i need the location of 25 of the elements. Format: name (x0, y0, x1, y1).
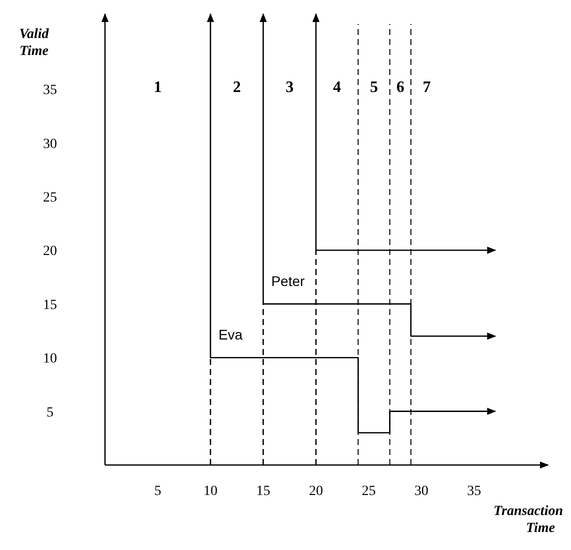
annotation: 2 (232, 79, 241, 96)
x-axis-title: Transaction Time (494, 504, 564, 536)
annotation: 7 (422, 79, 431, 96)
y-tick-label: 20 (43, 244, 57, 260)
annotation: 4 (333, 79, 342, 96)
series-label: Eva (218, 326, 243, 343)
x-tick-label: 25 (362, 484, 376, 499)
y-tick-label: 10 (43, 352, 57, 367)
x-tick-label: 30 (414, 484, 428, 499)
y-tick-label: 25 (43, 190, 57, 206)
series-label: Peter (271, 272, 306, 289)
annotation: 3 (286, 79, 294, 96)
x-tick-label: 20 (308, 484, 323, 499)
annotation: 5 (370, 79, 378, 96)
y-tick-label: 30 (43, 136, 57, 152)
x-tick-label: 15 (256, 484, 270, 499)
x-tick-label: 10 (203, 484, 218, 499)
annotation: 1 (154, 79, 162, 96)
y-tick-label: 35 (43, 83, 57, 98)
x-tick-label: 5 (154, 484, 162, 499)
y-axis-title: Valid Time (19, 27, 50, 59)
y-tick-label: 5 (46, 405, 54, 420)
annotation: 6 (396, 79, 404, 96)
y-tick-label: 15 (43, 298, 57, 313)
x-tick-label: 35 (467, 484, 482, 499)
